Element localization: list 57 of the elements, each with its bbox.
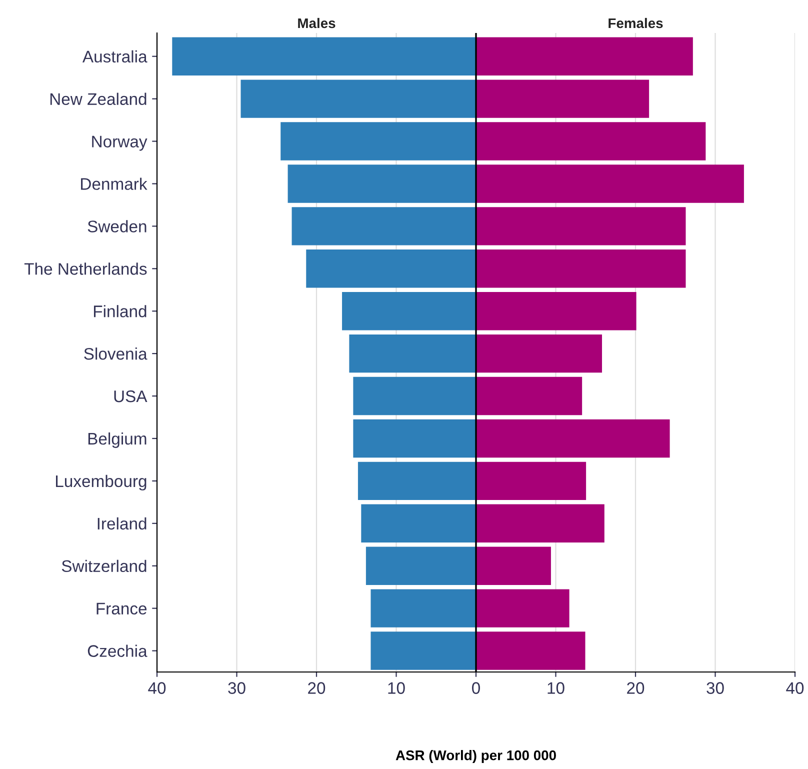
bar: [476, 419, 670, 458]
x-tick-label: 20: [308, 682, 326, 694]
x-axis-title: ASR (World) per 100 000: [396, 750, 556, 763]
y-tick-label: Czechia: [88, 644, 148, 657]
bar: [349, 334, 476, 373]
bar: [370, 589, 476, 628]
bar: [292, 207, 476, 246]
series-label: Females: [608, 18, 663, 28]
y-tick-label: France: [96, 602, 147, 615]
bar: [353, 419, 476, 458]
bar: [476, 589, 570, 628]
y-tick-label: Slovenia: [84, 348, 148, 360]
bar: [476, 334, 602, 373]
bar: [240, 80, 476, 118]
bar: [370, 632, 476, 670]
bar: [476, 122, 706, 160]
bar: [288, 164, 476, 203]
x-tick-label: 10: [388, 682, 405, 694]
y-tick-label: Norway: [92, 136, 148, 151]
bar: [172, 37, 476, 76]
bar: [366, 546, 476, 585]
y-tick-label: USA: [114, 390, 148, 402]
bar: [280, 122, 476, 160]
bar: [358, 462, 476, 500]
x-tick-label: 40: [148, 682, 166, 694]
x-tick-label: 0: [472, 682, 480, 694]
bar: [476, 504, 604, 542]
bar: [476, 292, 636, 330]
bar: [353, 376, 476, 416]
y-tick-label: New Zealand: [50, 92, 146, 106]
bar: [476, 632, 586, 670]
bar: [306, 250, 476, 288]
bar: [476, 207, 686, 246]
bar: [476, 250, 686, 288]
y-tick-label: Luxembourg: [56, 474, 146, 490]
y-tick-label: The Netherlands: [24, 262, 147, 275]
x-tick-label: 30: [706, 682, 724, 694]
bar: [476, 546, 551, 585]
y-tick-label: Switzerland: [62, 560, 146, 572]
y-tick-label: Ireland: [98, 517, 146, 530]
bar: [342, 292, 476, 330]
bar: [476, 164, 744, 203]
y-tick-label: Australia: [82, 50, 148, 63]
x-tick-label: 30: [228, 682, 246, 694]
series-label: Males: [298, 18, 336, 28]
y-tick-label: Sweden: [88, 220, 146, 232]
bar: [476, 462, 586, 500]
bar: [476, 376, 582, 416]
x-tick-label: 20: [627, 682, 644, 694]
y-tick-label: Belgium: [88, 432, 146, 448]
x-tick-label: 10: [548, 682, 564, 694]
bar: [361, 504, 476, 542]
y-tick-label: Denmark: [81, 178, 148, 190]
bar: [476, 37, 693, 76]
x-tick-label: 40: [786, 682, 804, 694]
y-tick-label: Finland: [94, 305, 146, 318]
bar: [476, 80, 650, 118]
